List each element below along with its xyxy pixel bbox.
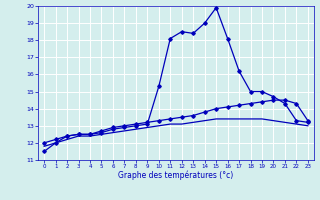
X-axis label: Graphe des températures (°c): Graphe des températures (°c) <box>118 171 234 180</box>
